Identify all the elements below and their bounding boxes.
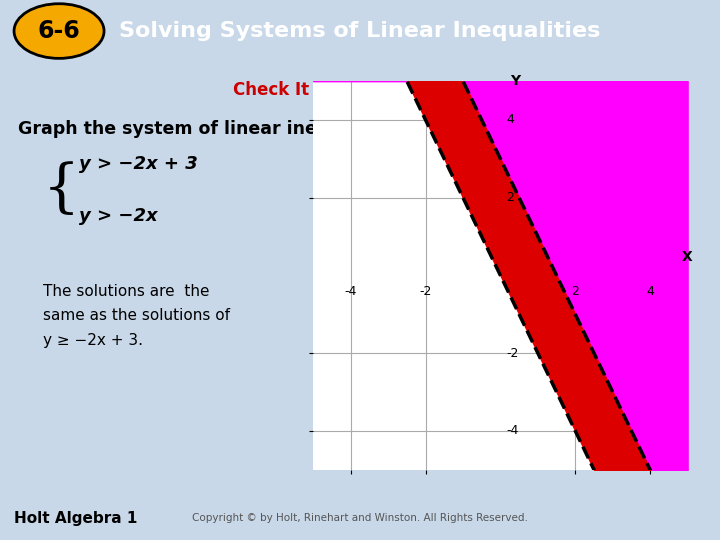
Text: The solutions are  the
same as the solutions of
y ≥ −2x + 3.: The solutions are the same as the soluti… [43,284,230,348]
Text: -4: -4 [344,285,357,298]
Text: Copyright © by Holt, Rinehart and Winston. All Rights Reserved.: Copyright © by Holt, Rinehart and Winsto… [192,514,528,523]
Text: 4: 4 [647,285,654,298]
Text: -2: -2 [419,285,432,298]
Text: {: { [43,163,81,218]
Text: 6-6: 6-6 [37,19,81,43]
Text: Check It Out!: Check It Out! [233,82,356,99]
Text: X: X [683,249,693,264]
Text: -2: -2 [506,347,518,360]
Text: y > −2x + 3: y > −2x + 3 [79,156,198,173]
Text: Holt Algebra 1: Holt Algebra 1 [14,511,138,526]
Text: Graph the system of linear inequalities.: Graph the system of linear inequalities. [18,120,408,138]
Text: 4: 4 [506,113,514,126]
Text: Solving Systems of Linear Inequalities: Solving Systems of Linear Inequalities [119,21,600,41]
Text: 2: 2 [572,285,579,298]
Text: Example 3c: Example 3c [356,82,469,99]
Ellipse shape [14,4,104,58]
Text: y > −2x: y > −2x [79,207,158,225]
Text: 2: 2 [506,191,514,204]
Text: -4: -4 [506,424,518,437]
Text: Y: Y [510,74,520,88]
